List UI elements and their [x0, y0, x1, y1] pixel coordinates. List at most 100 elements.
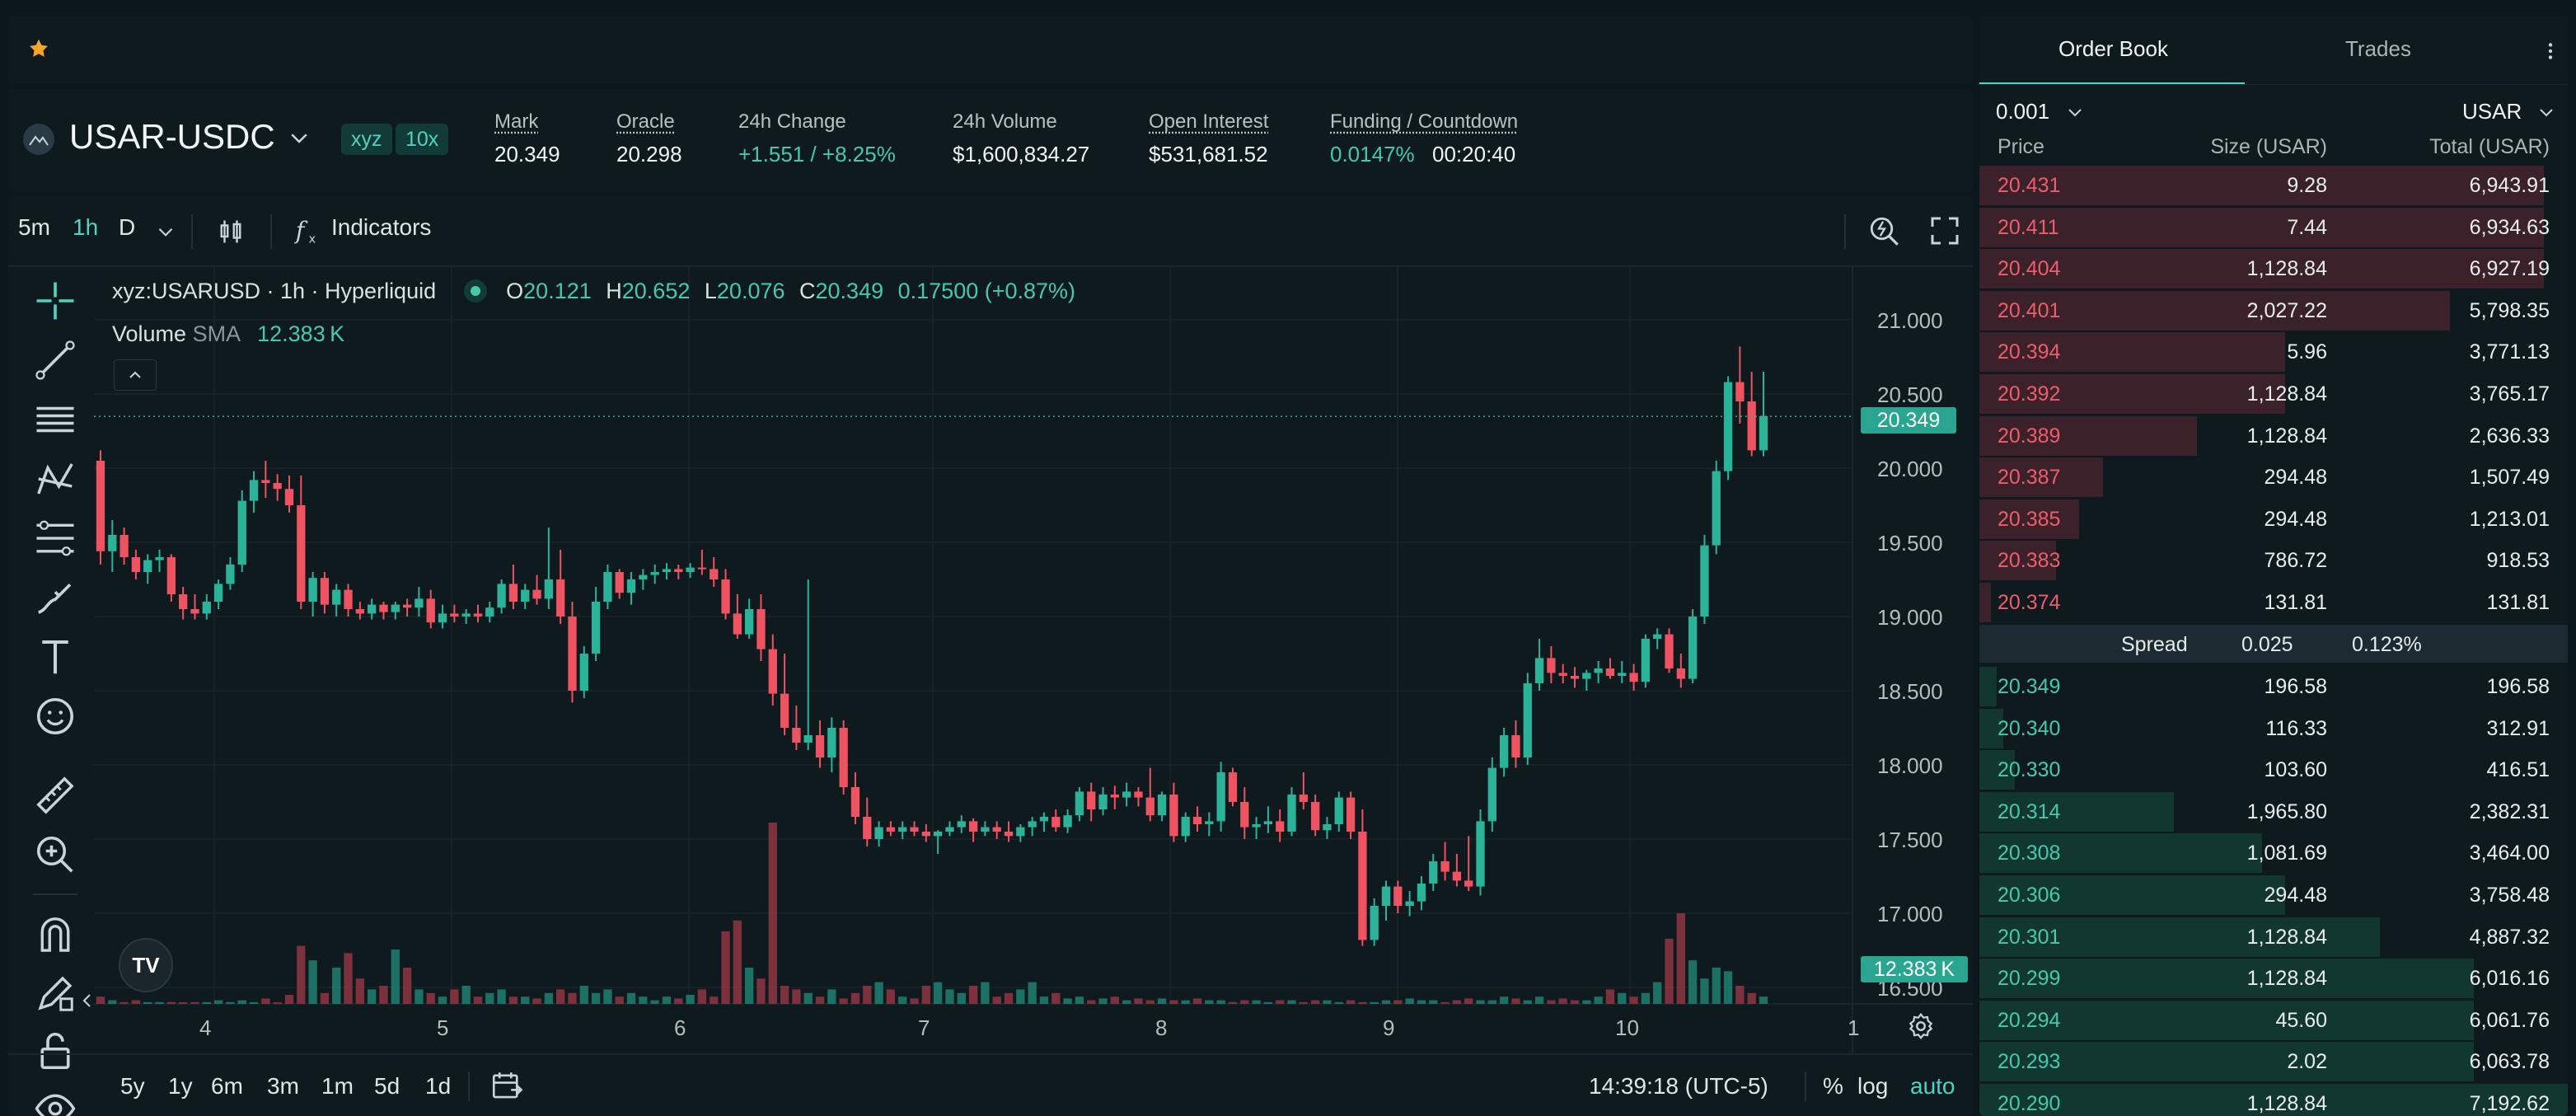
- close-label: C: [799, 279, 816, 303]
- candle-body: [850, 787, 860, 817]
- volume-bar: [402, 968, 412, 1004]
- volume-bar: [1653, 982, 1662, 1004]
- lock-icon[interactable]: [33, 1029, 77, 1073]
- range-1d[interactable]: 1d: [425, 1073, 452, 1099]
- tick-size-select[interactable]: 0.001: [1996, 99, 2050, 124]
- ruler-icon[interactable]: [33, 773, 77, 818]
- ask-row[interactable]: 20.392 1,128.84 3,765.17: [1979, 373, 2568, 415]
- bid-row[interactable]: 20.306 294.48 3,758.48: [1979, 875, 2568, 916]
- tick-chevron-down-icon[interactable]: [2065, 102, 2085, 122]
- legend-change: 0.17500 (+0.87%): [897, 279, 1076, 303]
- unit-select[interactable]: USAR: [2462, 99, 2522, 124]
- ask-row[interactable]: 20.383 786.72 918.53: [1979, 540, 2568, 581]
- bid-row[interactable]: 20.301 1,128.84 4,887.32: [1979, 917, 2568, 958]
- candle-body: [921, 832, 930, 837]
- ask-row[interactable]: 20.411 7.44 6,934.63: [1979, 207, 2568, 248]
- volume-bar: [1299, 1001, 1308, 1004]
- emoji-icon[interactable]: [33, 694, 77, 739]
- range-5y[interactable]: 5y: [120, 1073, 145, 1099]
- ask-row[interactable]: 20.401 2,027.22 5,798.35: [1979, 290, 2568, 331]
- ask-row[interactable]: 20.385 294.48 1,213.01: [1979, 499, 2568, 540]
- candles-icon[interactable]: [216, 216, 246, 247]
- bid-row[interactable]: 20.294 45.60 6,061.76: [1979, 1000, 2568, 1041]
- leverage-badge[interactable]: 10x: [396, 124, 449, 155]
- ask-row[interactable]: 20.374 131.81 131.81: [1979, 582, 2568, 623]
- ask-row[interactable]: 20.387 294.48 1,507.49: [1979, 457, 2568, 498]
- candle-body: [874, 827, 883, 839]
- chart-legend: xyz:USARUSD · 1h · Hyperliquid O20.121 H…: [112, 279, 1075, 304]
- volume-bar: [202, 1001, 211, 1004]
- range-3m[interactable]: 3m: [267, 1073, 299, 1099]
- price-chart[interactable]: [8, 196, 1973, 1116]
- volume-bar: [745, 968, 754, 1004]
- volume-bar: [1145, 1000, 1155, 1004]
- collapse-legend-button[interactable]: [114, 359, 157, 391]
- volume-bar: [1323, 1000, 1332, 1004]
- chart-clock[interactable]: 14:39:18 (UTC-5): [1589, 1073, 1768, 1099]
- candle-body: [1735, 382, 1745, 401]
- collapse-tools-icon[interactable]: [77, 991, 97, 1010]
- ask-total: 6,934.63: [2469, 215, 2550, 239]
- unit-chevron-down-icon[interactable]: [2536, 102, 2556, 122]
- brush-icon[interactable]: [33, 575, 77, 620]
- bid-row[interactable]: 20.314 1,965.80 2,382.31: [1979, 791, 2568, 832]
- volume-bar: [1205, 1000, 1214, 1004]
- chart-settings-gear-icon[interactable]: [1905, 1010, 1937, 1042]
- candle-body: [119, 535, 129, 557]
- trend-line-icon[interactable]: [33, 338, 77, 382]
- interval-5m[interactable]: 5m: [18, 214, 50, 240]
- range-1m[interactable]: 1m: [321, 1073, 354, 1099]
- text-icon[interactable]: [33, 635, 77, 679]
- calendar-range-icon[interactable]: [489, 1068, 524, 1103]
- candle-body: [615, 572, 624, 593]
- auto-scale-toggle[interactable]: auto: [1910, 1073, 1955, 1099]
- bid-row[interactable]: 20.290 1,128.84 7,192.62: [1979, 1083, 2568, 1116]
- range-1y[interactable]: 1y: [168, 1073, 193, 1099]
- ask-row[interactable]: 20.431 9.28 6,943.91: [1979, 165, 2568, 206]
- interval-1h[interactable]: 1h: [73, 214, 99, 240]
- pattern-icon[interactable]: [33, 457, 77, 501]
- eye-icon[interactable]: [33, 1086, 77, 1116]
- percent-scale-toggle[interactable]: %: [1823, 1073, 1843, 1099]
- range-6m[interactable]: 6m: [211, 1073, 243, 1099]
- interval-chevron-icon[interactable]: [155, 221, 176, 242]
- bid-row[interactable]: 20.330 103.60 416.51: [1979, 749, 2568, 790]
- chevron-down-icon[interactable]: [287, 125, 311, 150]
- candle-body: [402, 604, 412, 608]
- ask-row[interactable]: 20.389 1,128.84 2,636.33: [1979, 415, 2568, 457]
- horizontal-lines-icon[interactable]: [33, 397, 77, 442]
- tab-order-book[interactable]: Order Book: [2058, 36, 2168, 61]
- crosshair-icon[interactable]: [33, 279, 77, 323]
- interval-d[interactable]: D: [119, 214, 136, 240]
- indicators-button[interactable]: Indicators: [331, 214, 432, 240]
- fullscreen-icon[interactable]: [1928, 214, 1961, 247]
- ask-row[interactable]: 20.394 5.96 3,771.13: [1979, 331, 2568, 373]
- bid-row[interactable]: 20.299 1,128.84 6,016.16: [1979, 958, 2568, 999]
- bid-row[interactable]: 20.293 2.02 6,063.78: [1979, 1041, 2568, 1082]
- tab-trades[interactable]: Trades: [2345, 36, 2411, 61]
- quick-search-icon[interactable]: [1867, 214, 1902, 249]
- range-5d[interactable]: 5d: [374, 1073, 400, 1099]
- legend-symbol[interactable]: xyz:USARUSD · 1h · Hyperliquid: [112, 279, 437, 303]
- log-scale-toggle[interactable]: log: [1857, 1073, 1889, 1099]
- ask-row[interactable]: 20.404 1,128.84 6,927.19: [1979, 248, 2568, 289]
- tools-divider: [33, 893, 77, 895]
- volume-bar: [556, 989, 565, 1004]
- magnet-icon[interactable]: [33, 913, 77, 958]
- fib-icon[interactable]: [33, 516, 77, 560]
- tradingview-logo[interactable]: TV: [119, 938, 173, 992]
- volume-legend-label[interactable]: Volume: [112, 321, 187, 346]
- pencil-lock-icon[interactable]: [33, 971, 77, 1015]
- bid-row[interactable]: 20.308 1,081.69 3,464.00: [1979, 832, 2568, 874]
- candle-body: [1440, 861, 1450, 872]
- ask-total: 2,636.33: [2469, 424, 2550, 448]
- candle-body: [1594, 668, 1603, 673]
- candle-body: [556, 579, 565, 617]
- asset-selector[interactable]: USAR-USDC: [69, 117, 275, 156]
- bid-row[interactable]: 20.349 196.58 196.58: [1979, 666, 2568, 707]
- zoom-in-icon[interactable]: [33, 832, 77, 877]
- bid-row[interactable]: 20.340 116.33 312.91: [1979, 708, 2568, 749]
- star-icon[interactable]: [26, 36, 51, 61]
- more-options-icon[interactable]: [2540, 40, 2561, 63]
